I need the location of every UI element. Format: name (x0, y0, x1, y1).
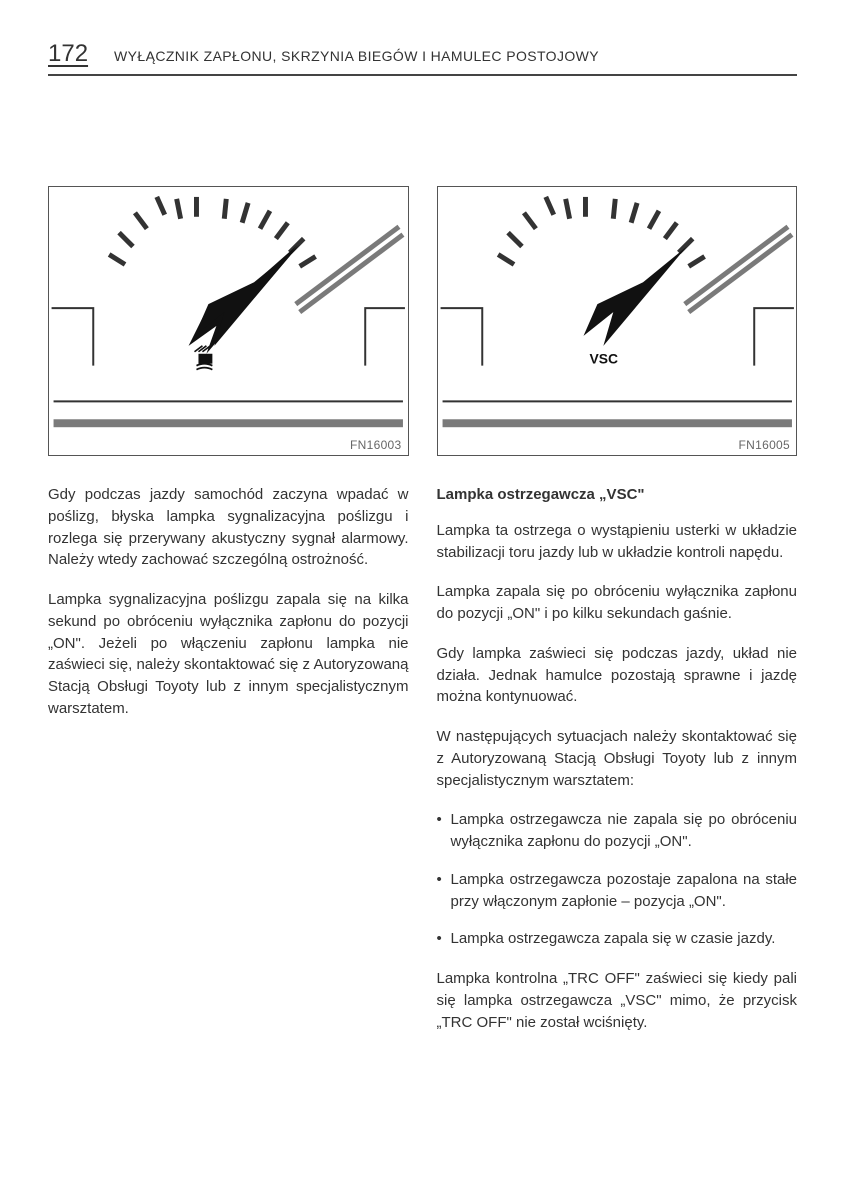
right-column-text: Lampka ostrzegawcza „VSC" Lampka ta ostr… (437, 484, 798, 1033)
dashboard-diagram-right: VSC (438, 187, 797, 455)
bullet-item: Lampka ostrzegawcza zapala się w czasie … (437, 928, 798, 950)
figure-left: FN16003 (48, 186, 409, 456)
page-header: 172 WYŁĄCZNIK ZAPŁONU, SKRZYNIA BIEGÓW I… (48, 40, 797, 76)
figure-right-label: FN16005 (739, 438, 790, 452)
right-p1: Lampka ta ostrzega o wystąpieniu usterki… (437, 520, 798, 564)
content-columns: FN16003 Gdy podczas jazdy samochód zaczy… (48, 186, 797, 1051)
vsc-indicator-text: VSC (589, 351, 618, 367)
right-heading: Lampka ostrzegawcza „VSC" (437, 484, 798, 506)
right-p4: W następujących sytuacjach należy skonta… (437, 726, 798, 791)
dashboard-diagram-left (49, 187, 408, 455)
right-p3: Gdy lampka zaświeci się podczas jazdy, u… (437, 643, 798, 708)
bullet-item: Lampka ostrzegawcza nie zapala się po ob… (437, 809, 798, 853)
left-p1: Gdy podczas jazdy samochód zaczyna wpada… (48, 484, 409, 571)
bullet-item: Lampka ostrzegawcza pozostaje zapalona n… (437, 869, 798, 913)
left-p2: Lampka sygnalizacyjna poślizgu zapala si… (48, 589, 409, 720)
figure-right: VSC FN16005 (437, 186, 798, 456)
right-column: VSC FN16005 Lampka ostrzegawcza „VSC" La… (437, 186, 798, 1051)
chapter-title: WYŁĄCZNIK ZAPŁONU, SKRZYNIA BIEGÓW I HAM… (114, 48, 599, 64)
figure-left-label: FN16003 (350, 438, 401, 452)
page-number: 172 (48, 40, 88, 68)
right-p5: Lampka kontrolna „TRC OFF" zaświeci się … (437, 968, 798, 1033)
right-p2: Lampka zapala się po obróceniu wyłącznik… (437, 581, 798, 625)
left-column: FN16003 Gdy podczas jazdy samochód zaczy… (48, 186, 409, 1051)
right-bullet-list: Lampka ostrzegawcza nie zapala się po ob… (437, 809, 798, 950)
left-column-text: Gdy podczas jazdy samochód zaczyna wpada… (48, 484, 409, 720)
